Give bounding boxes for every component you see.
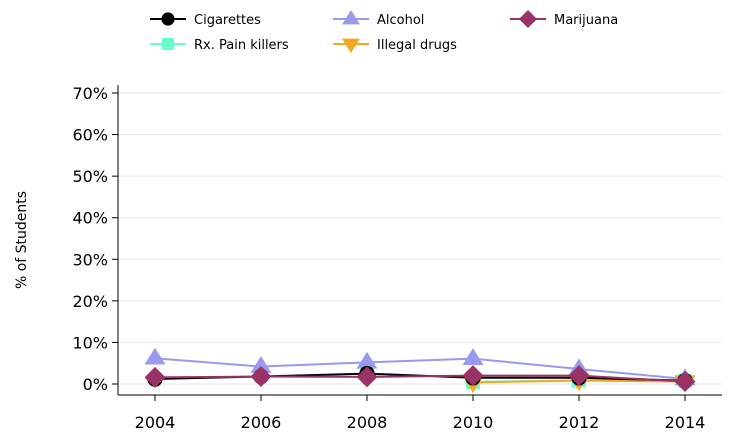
legend-label: Illegal drugs xyxy=(377,38,457,53)
legend-swatch-marker xyxy=(342,38,360,53)
series-line xyxy=(154,374,686,383)
y-tick-label: 10% xyxy=(72,333,108,352)
legend-item-illegal-drugs: Illegal drugs xyxy=(333,38,457,53)
data-point xyxy=(144,347,166,365)
legend-swatch-marker xyxy=(161,12,175,26)
data-point xyxy=(674,371,696,393)
x-tick-label: 2012 xyxy=(559,413,600,432)
legend-item-alcohol: Alcohol xyxy=(333,10,424,28)
data-point xyxy=(462,365,484,387)
legend-label: Alcohol xyxy=(377,13,424,28)
data-point xyxy=(356,366,378,388)
axes: 0% 10% 20% 30% 40% 50% 60% 70% 2004 2006 2008 2010 2… xyxy=(72,84,722,432)
x-tick-label: 2008 xyxy=(347,413,388,432)
series-marijuana xyxy=(144,365,696,393)
x-tick-label: 2006 xyxy=(241,413,282,432)
data-point xyxy=(250,356,272,373)
legend-label: Cigarettes xyxy=(194,13,261,28)
y-axis-title: % of Students xyxy=(14,191,30,289)
data-point xyxy=(568,365,590,387)
y-tick-label: 20% xyxy=(72,292,108,311)
data-point xyxy=(462,348,484,365)
legend-swatch-marker xyxy=(519,10,537,28)
y-tick-label: 60% xyxy=(72,126,108,145)
y-tick-label: 70% xyxy=(72,84,108,103)
legend-swatch-marker xyxy=(342,10,360,25)
legend-item-cigarettes: Cigarettes xyxy=(150,12,261,28)
y-tick-label: 30% xyxy=(72,250,108,269)
legend-item-marijuana: Marijuana xyxy=(510,10,618,28)
legend-label: Rx. Pain killers xyxy=(194,38,289,53)
legend-swatch-marker xyxy=(162,38,174,50)
gridlines xyxy=(118,92,722,385)
x-tick-label: 2014 xyxy=(665,413,706,432)
series-line xyxy=(154,357,686,381)
y-tick-label: 50% xyxy=(72,167,108,186)
legend-label: Marijuana xyxy=(554,13,618,28)
series-group xyxy=(144,347,696,393)
data-point xyxy=(144,366,166,388)
data-point xyxy=(250,366,272,388)
x-tick-label: 2004 xyxy=(135,413,176,432)
y-tick-label: 0% xyxy=(83,375,108,394)
legend-item-rx-pain-killers: Rx. Pain killers xyxy=(150,38,289,53)
x-tick-label: 2010 xyxy=(453,413,494,432)
data-point xyxy=(356,351,378,369)
legend: Cigarettes Alcohol Marijuana Rx. Pain kille… xyxy=(150,10,618,53)
y-tick-label: 40% xyxy=(72,209,108,228)
